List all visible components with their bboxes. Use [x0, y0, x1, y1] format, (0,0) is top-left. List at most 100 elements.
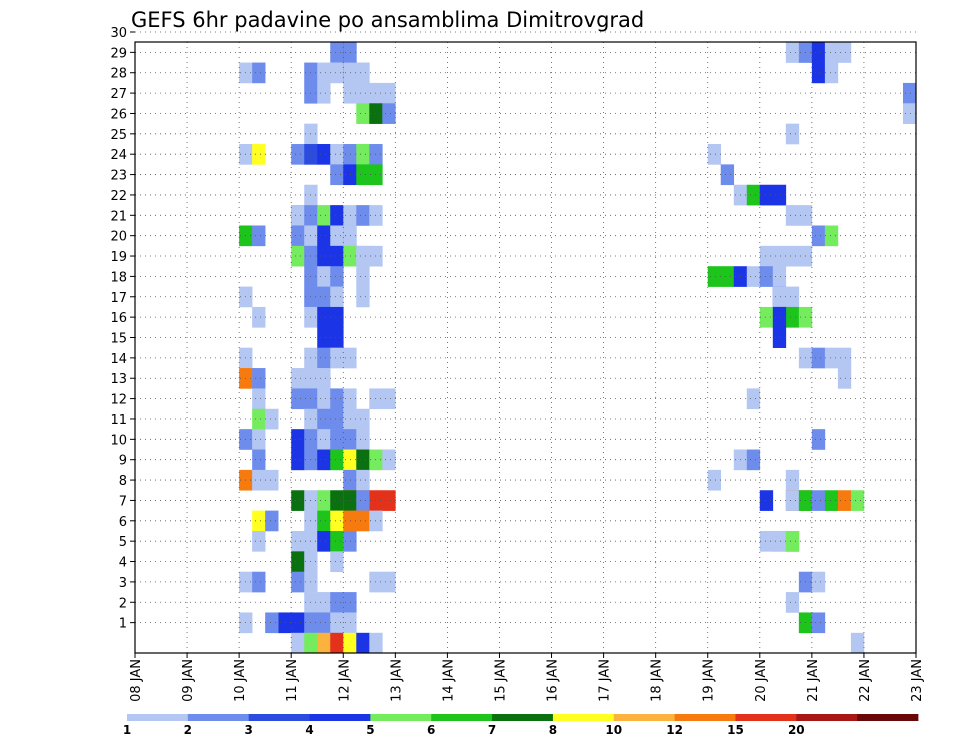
heatmap-cell: [330, 551, 344, 573]
heatmap-cell: [824, 42, 839, 63]
heatmap-cell: [330, 205, 344, 226]
y-tick-label: 21: [110, 209, 127, 224]
legend-swatch: [431, 714, 493, 721]
heatmap-cell: [265, 408, 279, 430]
x-tick-label: 17 JAN: [598, 659, 613, 702]
heatmap-cell: [343, 612, 357, 634]
heatmap-cell: [811, 347, 826, 369]
heatmap-cell: [356, 205, 370, 226]
heatmap-cell: [356, 632, 370, 654]
y-tick-label: 18: [110, 270, 127, 285]
y-tick-label: 11: [110, 413, 127, 428]
heatmap-cell: [343, 82, 357, 104]
heatmap-cell: [356, 449, 370, 471]
y-tick-label: 25: [110, 128, 127, 143]
legend-swatch: [127, 714, 189, 721]
heatmap-cell: [785, 286, 800, 308]
heatmap-cell: [824, 225, 839, 247]
x-tick-label: 16 JAN: [546, 659, 561, 702]
heatmap-cell: [785, 469, 800, 491]
heatmap-cell: [772, 184, 787, 206]
heatmap-cell: [356, 266, 370, 287]
heatmap-cell: [785, 490, 800, 511]
x-tick-label: 11 JAN: [285, 659, 300, 702]
heatmap-cell: [824, 347, 839, 369]
heatmap-cell: [902, 103, 917, 124]
heatmap-cell: [343, 490, 357, 511]
legend-label: 3: [245, 723, 253, 737]
heatmap-cell: [317, 225, 331, 247]
heatmap-cell: [772, 306, 787, 328]
heatmap-cell: [902, 82, 917, 104]
heatmap-cell: [785, 530, 800, 552]
heatmap-cell: [382, 449, 396, 471]
y-tick-label: 6: [119, 515, 127, 530]
heatmap-cell: [343, 62, 357, 84]
heatmap-cell: [317, 286, 331, 308]
legend-swatch: [309, 714, 371, 721]
x-tick-label: 20 JAN: [754, 659, 769, 702]
heatmap-cell: [343, 429, 357, 450]
heatmap-cell: [317, 306, 331, 328]
x-tick-label: 14 JAN: [441, 659, 456, 702]
heatmap-cell: [837, 368, 852, 389]
legend-label: 5: [366, 723, 374, 737]
heatmap-cell: [252, 306, 266, 328]
heatmap-cell: [785, 42, 800, 63]
heatmap-cell: [330, 144, 344, 165]
heatmap-cell: [746, 184, 761, 206]
heatmap-cell: [356, 82, 370, 104]
heatmap-cell: [356, 144, 370, 165]
heatmap-cell: [291, 429, 305, 450]
y-tick-label: 23: [110, 169, 127, 184]
heatmap-cell: [343, 469, 357, 491]
heatmap-cell: [343, 144, 357, 165]
y-tick-label: 17: [110, 291, 127, 306]
heatmap-cell: [291, 368, 305, 389]
x-tick-label: 13 JAN: [389, 659, 404, 702]
y-axis-ticks: 1234567891011121314151617181920212223242…: [110, 26, 135, 632]
heatmap-cell: [252, 449, 266, 471]
heatmap-cell: [785, 205, 800, 226]
legend-swatch: [735, 714, 797, 721]
heatmap-cell: [746, 266, 761, 287]
heatmap-cell: [746, 388, 761, 410]
y-tick-label: 16: [110, 311, 127, 326]
heatmap-cell: [291, 225, 305, 247]
heatmap-cell: [382, 571, 396, 593]
heatmap-cell: [811, 62, 826, 84]
heatmap-cell: [265, 469, 279, 491]
heatmap-cell: [291, 632, 305, 654]
heatmap-cell: [824, 490, 839, 511]
x-tick-label: 15 JAN: [493, 659, 508, 702]
heatmap-cell: [252, 388, 266, 410]
heatmap-cell: [343, 347, 357, 369]
heatmap-cell: [772, 327, 787, 348]
heatmap-cell: [291, 144, 305, 165]
y-tick-label: 20: [110, 230, 127, 245]
heatmap-cell: [382, 388, 396, 410]
heatmap-cell: [811, 42, 826, 63]
y-tick-label: 10: [110, 433, 127, 448]
heatmap-cell: [343, 408, 357, 430]
heatmap-cell: [785, 245, 800, 267]
heatmap-cell: [356, 286, 370, 308]
heatmap-cell: [317, 347, 331, 369]
heatmap-cell: [811, 490, 826, 511]
heatmap-cell: [317, 530, 331, 552]
x-tick-label: 12 JAN: [337, 659, 352, 702]
heatmap-cell: [330, 490, 344, 511]
heatmap-cell: [252, 62, 266, 84]
heatmap-cell: [252, 510, 266, 532]
heatmap-cell: [330, 164, 344, 186]
heatmap-cell: [317, 449, 331, 471]
heatmap-cell: [330, 42, 344, 63]
heatmap-cell: [850, 490, 865, 511]
heatmap-cell: [330, 429, 344, 450]
heatmap-cell: [707, 266, 722, 287]
heatmap-cell: [707, 144, 722, 165]
heatmap-cell: [330, 510, 344, 532]
legend-swatch: [187, 714, 250, 721]
heatmap-cell: [317, 62, 331, 84]
x-tick-label: 18 JAN: [650, 659, 665, 702]
